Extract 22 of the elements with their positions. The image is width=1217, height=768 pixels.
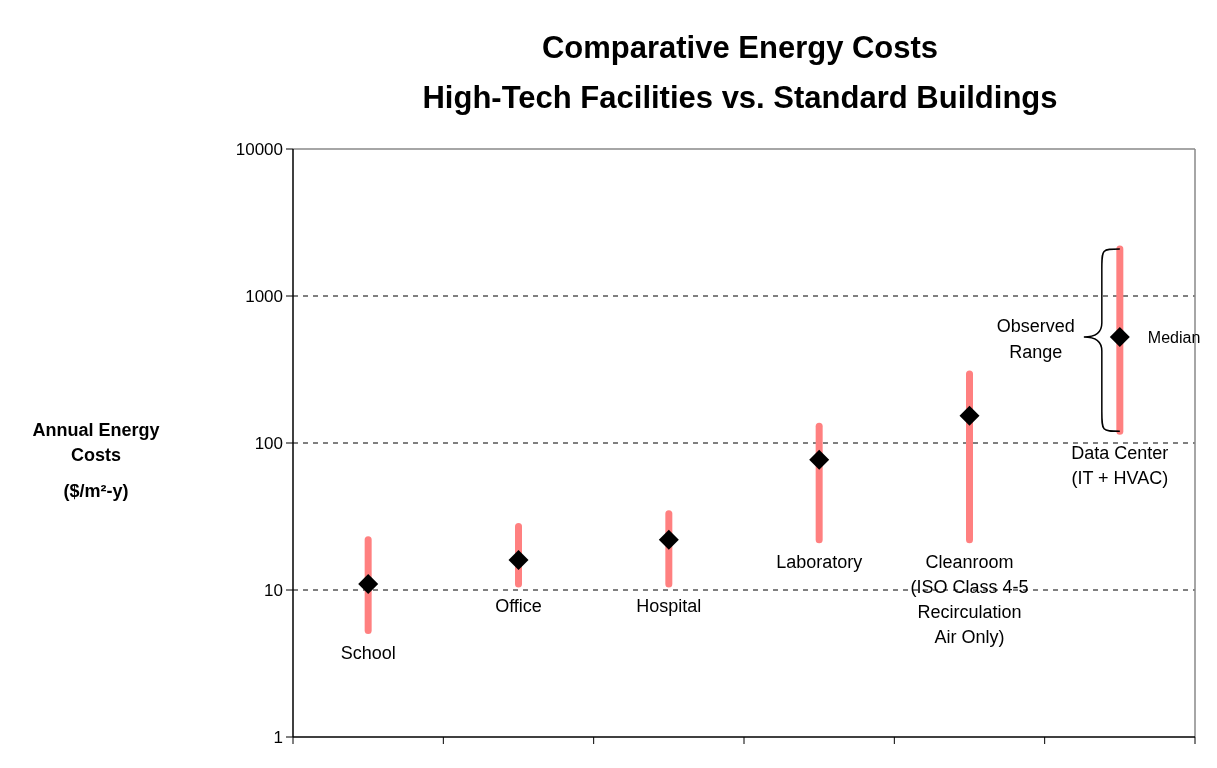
- point: [809, 449, 830, 470]
- y-axis-title: Annual Energy Costs ($/m²-y): [32, 420, 160, 501]
- y-tick-label: 1000: [245, 286, 283, 306]
- annotation: Median: [1147, 328, 1201, 346]
- y-tick-label: 100: [254, 433, 283, 453]
- x-tick-label: Laboratory: [776, 551, 863, 572]
- point: [358, 573, 379, 594]
- x-tick-label: Office: [495, 595, 542, 616]
- y-tick-label: 1: [273, 727, 283, 747]
- chart-title: Comparative Energy Costs: [541, 30, 939, 65]
- point: [658, 529, 679, 550]
- chart-subtitle: High-Tech Facilities vs. Standard Buildings: [422, 80, 1058, 115]
- point: [1109, 327, 1130, 348]
- x-tick-label: Hospital: [636, 595, 702, 616]
- annotation: Observed Range: [996, 316, 1075, 363]
- x-tick-label: School: [340, 642, 396, 663]
- point: [508, 549, 529, 570]
- y-tick-label: 10: [264, 580, 283, 600]
- y-tick-label: 10000: [235, 139, 283, 159]
- x-tick-label: Cleanroom (ISO Class 4-5 Recirculation Air Only): [910, 551, 1029, 647]
- x-tick-label: Data Center (IT + HVAC): [1071, 443, 1169, 489]
- point: [959, 405, 980, 426]
